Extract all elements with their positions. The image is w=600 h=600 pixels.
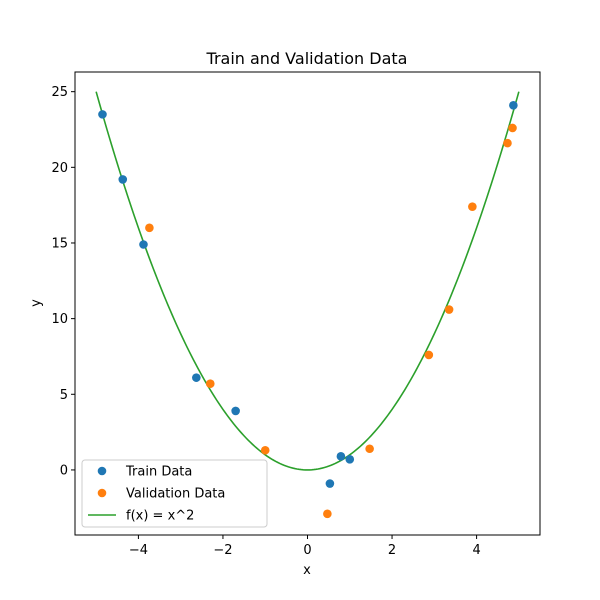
train-point: [336, 452, 346, 461]
y-tick-label: 5: [60, 388, 68, 403]
validation-point: [444, 305, 454, 314]
train-point: [118, 175, 128, 184]
y-axis: 0 5 10 15 20 25: [51, 85, 75, 478]
y-tick-label: 15: [51, 236, 68, 251]
x-axis: −4 −2 0 2 4: [129, 535, 481, 558]
train-point: [231, 406, 240, 416]
train-point: [345, 455, 355, 464]
validation-point: [503, 138, 512, 148]
validation-point: [468, 202, 477, 211]
validation-point: [205, 379, 215, 388]
y-axis-label: y: [29, 299, 44, 307]
legend-label: f(x) = x^2: [126, 509, 194, 524]
series-line-fx: [95, 91, 520, 471]
x-tick-label: 4: [472, 543, 480, 558]
legend-point-marker: [97, 488, 107, 498]
y-tick-label: 25: [51, 85, 68, 100]
validation-point: [260, 445, 270, 455]
train-point: [325, 479, 335, 488]
x-tick-label: 2: [388, 543, 396, 558]
legend-box: [81, 459, 268, 528]
legend-label: Validation Data: [126, 487, 225, 502]
train-point: [192, 373, 201, 382]
legend-label: Train Data: [125, 465, 192, 480]
validation-point: [365, 444, 374, 454]
train-point: [509, 100, 518, 110]
y-tick-label: 10: [51, 312, 68, 327]
validation-point: [323, 509, 332, 519]
x-tick-label: 0: [303, 543, 311, 558]
y-tick-label: 0: [60, 463, 68, 478]
chart-title: Train and Validation Data: [206, 49, 408, 68]
validation-point: [145, 223, 154, 233]
legend-point-marker: [97, 466, 107, 476]
train-point: [98, 110, 107, 119]
x-tick-label: −2: [213, 543, 232, 558]
y-tick-label: 20: [51, 161, 68, 176]
train-point: [139, 240, 148, 249]
validation-point: [508, 123, 517, 133]
validation-point: [424, 350, 434, 360]
x-axis-label: x: [303, 563, 311, 578]
x-tick-label: −4: [129, 543, 148, 558]
legend: Train Data Validation Data f(x) = x^2: [81, 459, 268, 528]
